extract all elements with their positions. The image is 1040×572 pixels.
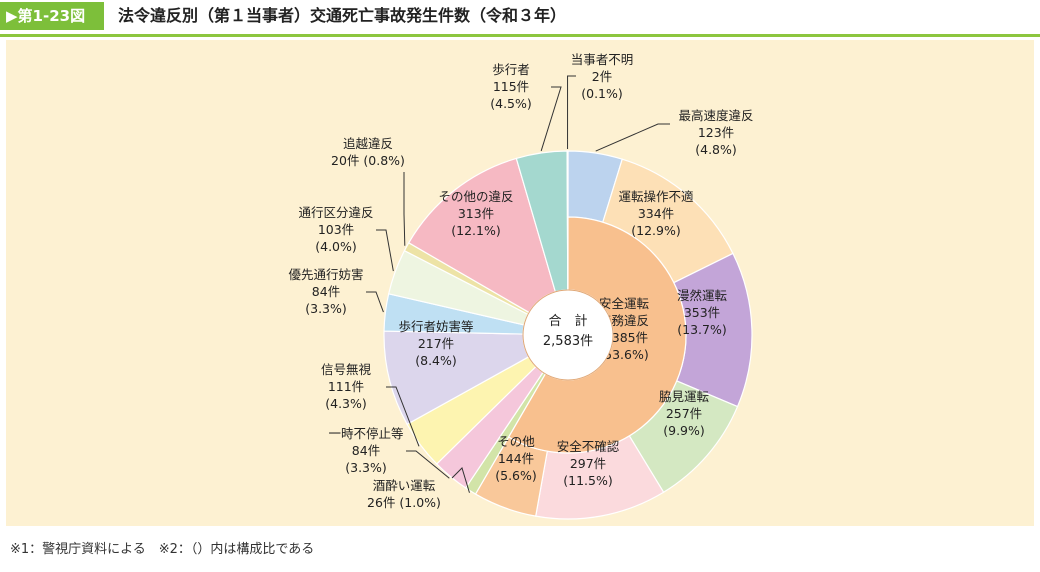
slice-label-9: 歩行者妨害等 217件(8.4%) xyxy=(398,319,473,368)
slice-label-13: その他の違反 313件(12.1%) xyxy=(438,189,513,238)
slice-label-11: 通行区分違反 103件(4.0%) xyxy=(298,205,373,254)
center-hole xyxy=(522,289,614,381)
leader-line-11 xyxy=(376,229,394,272)
slice-label-6: 酒酔い運転 26件 (1.0%) xyxy=(367,478,441,510)
slice-label-12: 追越違反 20件 (0.8%) xyxy=(331,136,405,168)
leader-line-12 xyxy=(403,172,406,246)
leader-line-10 xyxy=(366,291,384,313)
chart-panel: 運転操作不適 334件(12.9%) 漫然運転 353件(13.7%) 脇見運転 257件… xyxy=(6,40,1034,526)
slice-label-4: 安全不確認 297件(11.5%) xyxy=(557,439,620,488)
slice-label-10: 優先通行妨害 84件(3.3%) xyxy=(288,267,363,316)
leader-line-6 xyxy=(451,467,470,493)
slice-label-2: 漫然運転 353件(13.7%) xyxy=(677,288,728,337)
slice-label-15: 当事者不明 2件(0.1%) xyxy=(571,52,634,101)
leader-line-14 xyxy=(540,86,562,152)
leader-line-7 xyxy=(406,450,450,479)
slice-label-1: 運転操作不適 334件(12.9%) xyxy=(618,189,694,238)
slice-label-0: 最高速度違反 123件(4.8%) xyxy=(678,108,753,157)
center-total-label: 合 計 xyxy=(548,313,587,329)
figure-title: 法令違反別（第１当事者）交通死亡事故発生件数（令和３年） xyxy=(118,6,567,25)
leader-line-8 xyxy=(386,386,420,447)
footnote: ※1：警視庁資料による ※2：（）内は構成比である xyxy=(10,542,315,557)
slice-labels: 運転操作不適 334件(12.9%) 漫然運転 353件(13.7%) 脇見運転 257件… xyxy=(288,52,753,510)
outer-ring xyxy=(383,150,753,520)
slice-label-8: 信号無視 111件(4.3%) xyxy=(321,362,372,411)
figure-header: ▶第1-23図 法令違反別（第１当事者）交通死亡事故発生件数（令和３年） xyxy=(0,0,1040,37)
slice-label-7: 一時不停止等 84件(3.3%) xyxy=(328,426,403,475)
center-total-value: 2,583件 xyxy=(543,334,593,349)
leader-line-15 xyxy=(567,75,576,150)
figure-number: ▶第1-23図 xyxy=(0,2,104,30)
pie-chart: 運転操作不適 334件(12.9%) 漫然運転 353件(13.7%) 脇見運転 257件… xyxy=(288,52,754,520)
slice-label-3: 脇見運転 257件(9.9%) xyxy=(659,389,710,438)
slice-label-5: その他 144件(5.6%) xyxy=(495,434,537,483)
leader-line-0 xyxy=(595,123,670,152)
leader-lines xyxy=(366,75,670,493)
slice-label-14: 歩行者 115件(4.5%) xyxy=(490,62,532,111)
